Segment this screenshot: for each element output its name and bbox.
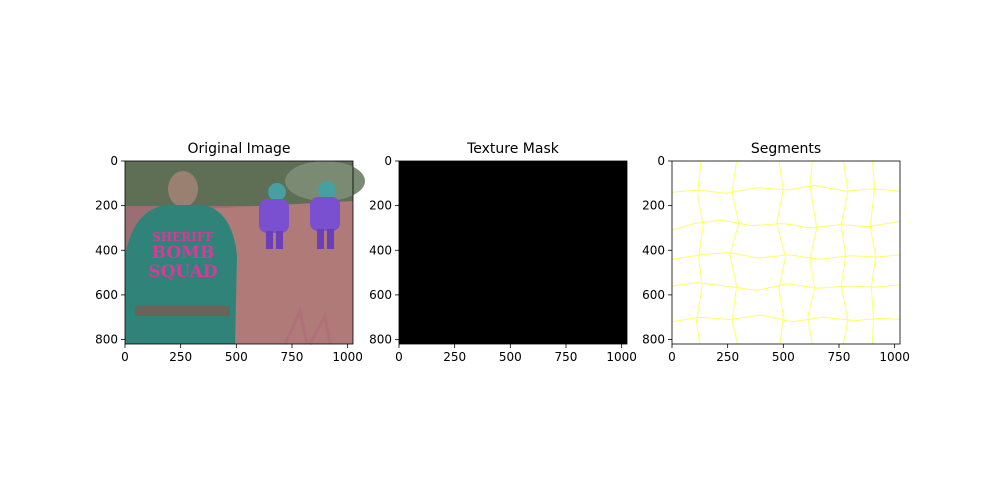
segment-boundary — [671, 219, 901, 231]
x-tick-label: 500 — [225, 350, 248, 364]
shirt-text-line: SHERIFF — [152, 230, 214, 244]
segment-boundaries — [671, 160, 901, 345]
y-tick-label: 200 — [95, 199, 118, 213]
panel-title: Texture Mask — [466, 141, 560, 157]
panel-texture-mask: Texture Mask 0 250 500 750 1000 0 200 400 600 800 — [369, 141, 637, 364]
y-tick-label: 600 — [369, 288, 392, 302]
bomb-suit-figure — [310, 181, 340, 249]
axes-frame — [671, 160, 901, 345]
segment-boundary — [776, 160, 787, 345]
x-tick-label: 250 — [716, 350, 739, 364]
y-tick-label: 600 — [95, 288, 118, 302]
panel-title: Original Image — [187, 141, 290, 157]
shirt-text-line: SQUAD — [148, 262, 218, 282]
segment-boundary — [671, 184, 901, 194]
x-tick-label: 0 — [668, 350, 676, 364]
segment-boundary — [671, 282, 901, 291]
x-tick-label: 250 — [169, 350, 192, 364]
y-tick-label: 0 — [110, 154, 118, 168]
y-tick-label: 400 — [95, 243, 118, 257]
mask-image — [399, 161, 627, 344]
y-tick-label: 200 — [642, 199, 665, 213]
segment-boundary — [729, 160, 740, 345]
y-tick-label: 400 — [369, 243, 392, 257]
y-tick-label: 400 — [642, 243, 665, 257]
y-tick-label: 0 — [657, 154, 665, 168]
panel-title: Segments — [751, 141, 821, 157]
segment-boundary — [807, 160, 818, 345]
officer-belt — [135, 306, 230, 316]
axes-frame — [398, 160, 628, 345]
x-tick-label: 750 — [828, 350, 851, 364]
bomb-suit-figure — [259, 183, 289, 249]
segment-boundary — [869, 160, 877, 345]
x-tick-label: 1000 — [332, 350, 363, 364]
x-tick-label: 1000 — [606, 350, 637, 364]
x-tick-label: 0 — [121, 350, 129, 364]
y-tick-label: 600 — [642, 288, 665, 302]
image-area: SHERIFF BOMB SQUAD — [125, 161, 365, 345]
y-tick-label: 800 — [369, 333, 392, 347]
x-tick-label: 1000 — [879, 350, 910, 364]
x-tick-label: 500 — [499, 350, 522, 364]
officer-head — [168, 171, 198, 207]
suit-body — [310, 197, 340, 231]
x-tick-label: 500 — [772, 350, 795, 364]
x-tick-label: 750 — [281, 350, 304, 364]
y-tick-label: 800 — [95, 333, 118, 347]
axes-frame — [124, 160, 354, 345]
segment-boundary — [671, 251, 901, 260]
suit-helmet — [268, 183, 286, 201]
x-tick-label: 250 — [443, 350, 466, 364]
officer-figure: SHERIFF BOMB SQUAD — [125, 171, 237, 344]
segment-boundary — [671, 314, 901, 323]
panel-original-image: Original Image SHERIFF — [95, 141, 365, 364]
segment-boundary — [695, 160, 704, 345]
x-tick-label: 750 — [555, 350, 578, 364]
panel-segments: Segments 0 250 500 750 1000 0 200 400 600 800 — [642, 141, 910, 364]
suit-body — [259, 199, 289, 233]
y-tick-label: 0 — [384, 154, 392, 168]
y-tick-label: 200 — [369, 199, 392, 213]
segments-image — [672, 161, 900, 344]
suit-helmet — [318, 181, 336, 199]
x-tick-label: 0 — [395, 350, 403, 364]
foreground-plant — [283, 306, 332, 345]
y-tick-label: 800 — [642, 333, 665, 347]
shirt-text-line: BOMB — [152, 243, 215, 263]
segment-boundary — [840, 160, 849, 345]
foliage-highlight — [285, 161, 365, 201]
